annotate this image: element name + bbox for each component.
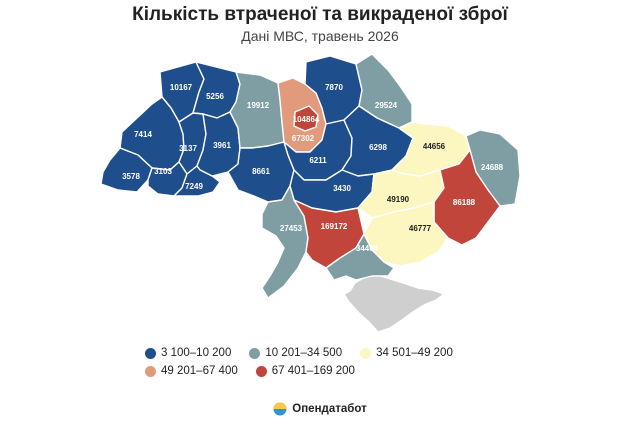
label-kharkiv: 44656 [423,142,446,151]
label-luhansk: 24688 [481,163,504,172]
legend-label: 3 100–10 200 [161,347,232,359]
label-chernihiv: 7870 [325,83,343,92]
label-lviv: 7414 [134,130,152,139]
region-zakarpattia[interactable] [100,147,153,193]
label-cherkasy: 6211 [309,156,327,165]
region-kyiv-city[interactable] [293,105,319,132]
label-rivne: 5256 [206,92,224,101]
region-chernivtsi[interactable] [173,165,221,197]
map-title: Кількість втраченої та викраденої зброї [132,4,508,25]
label-kyiv-city: 104864 [293,115,320,124]
legend-label: 10 201–34 500 [265,347,343,359]
label-odesa: 27453 [280,224,303,233]
map-legend: 3 100–10 200 10 201–34 500 34 501–49 200… [145,347,525,377]
legend-item-c3: 34 501–49 200 [360,347,453,359]
legend-item-c5: 67 401–169 200 [255,365,355,377]
label-zaporizhzhia: 46777 [409,224,432,233]
legend-swatch [145,347,156,359]
label-zhytomyr: 19912 [247,101,270,110]
label-mykolaiv: 169172 [321,222,348,231]
label-sumy: 29524 [375,101,398,110]
label-volyn: 10167 [170,83,193,92]
region-crimea [343,274,445,333]
legend-swatch [360,347,372,359]
label-dnipropetrovsk: 49190 [387,195,410,204]
region-kherson[interactable] [325,233,395,281]
label-kirovohrad: 3430 [333,184,351,193]
label-kherson: 34404 [356,244,379,253]
legend-swatch [249,347,261,359]
region-odesa[interactable] [261,185,309,299]
label-chernivtsi: 7249 [185,182,203,191]
brand-name: Опендатабот [292,403,367,415]
label-khmelnytskyi: 3961 [213,141,231,150]
label-ivano-frankivsk: 3103 [154,167,172,176]
legend-label: 67 401–169 200 [271,365,355,377]
opendatabot-logo-icon [273,402,287,416]
label-vinnytsia: 8661 [252,167,270,176]
legend-item-c2: 10 201–34 500 [249,347,342,359]
brand: Опендатабот [0,402,640,416]
legend-item-c4: 49 201–67 400 [145,365,238,377]
legend-label: 49 201–67 400 [161,365,238,377]
map-subtitle: Дані МВС, травень 2026 [241,28,399,44]
legend-label: 34 501–49 200 [376,347,453,359]
label-donetsk: 86188 [453,198,476,207]
label-kyiv-oblast: 67302 [292,134,315,143]
legend-item-c1: 3 100–10 200 [145,347,231,359]
label-zakarpattia: 3578 [122,172,140,181]
legend-swatch [255,365,267,377]
legend-swatch [145,365,156,377]
label-poltava: 6298 [369,143,387,152]
label-ternopil: 3137 [179,144,197,153]
